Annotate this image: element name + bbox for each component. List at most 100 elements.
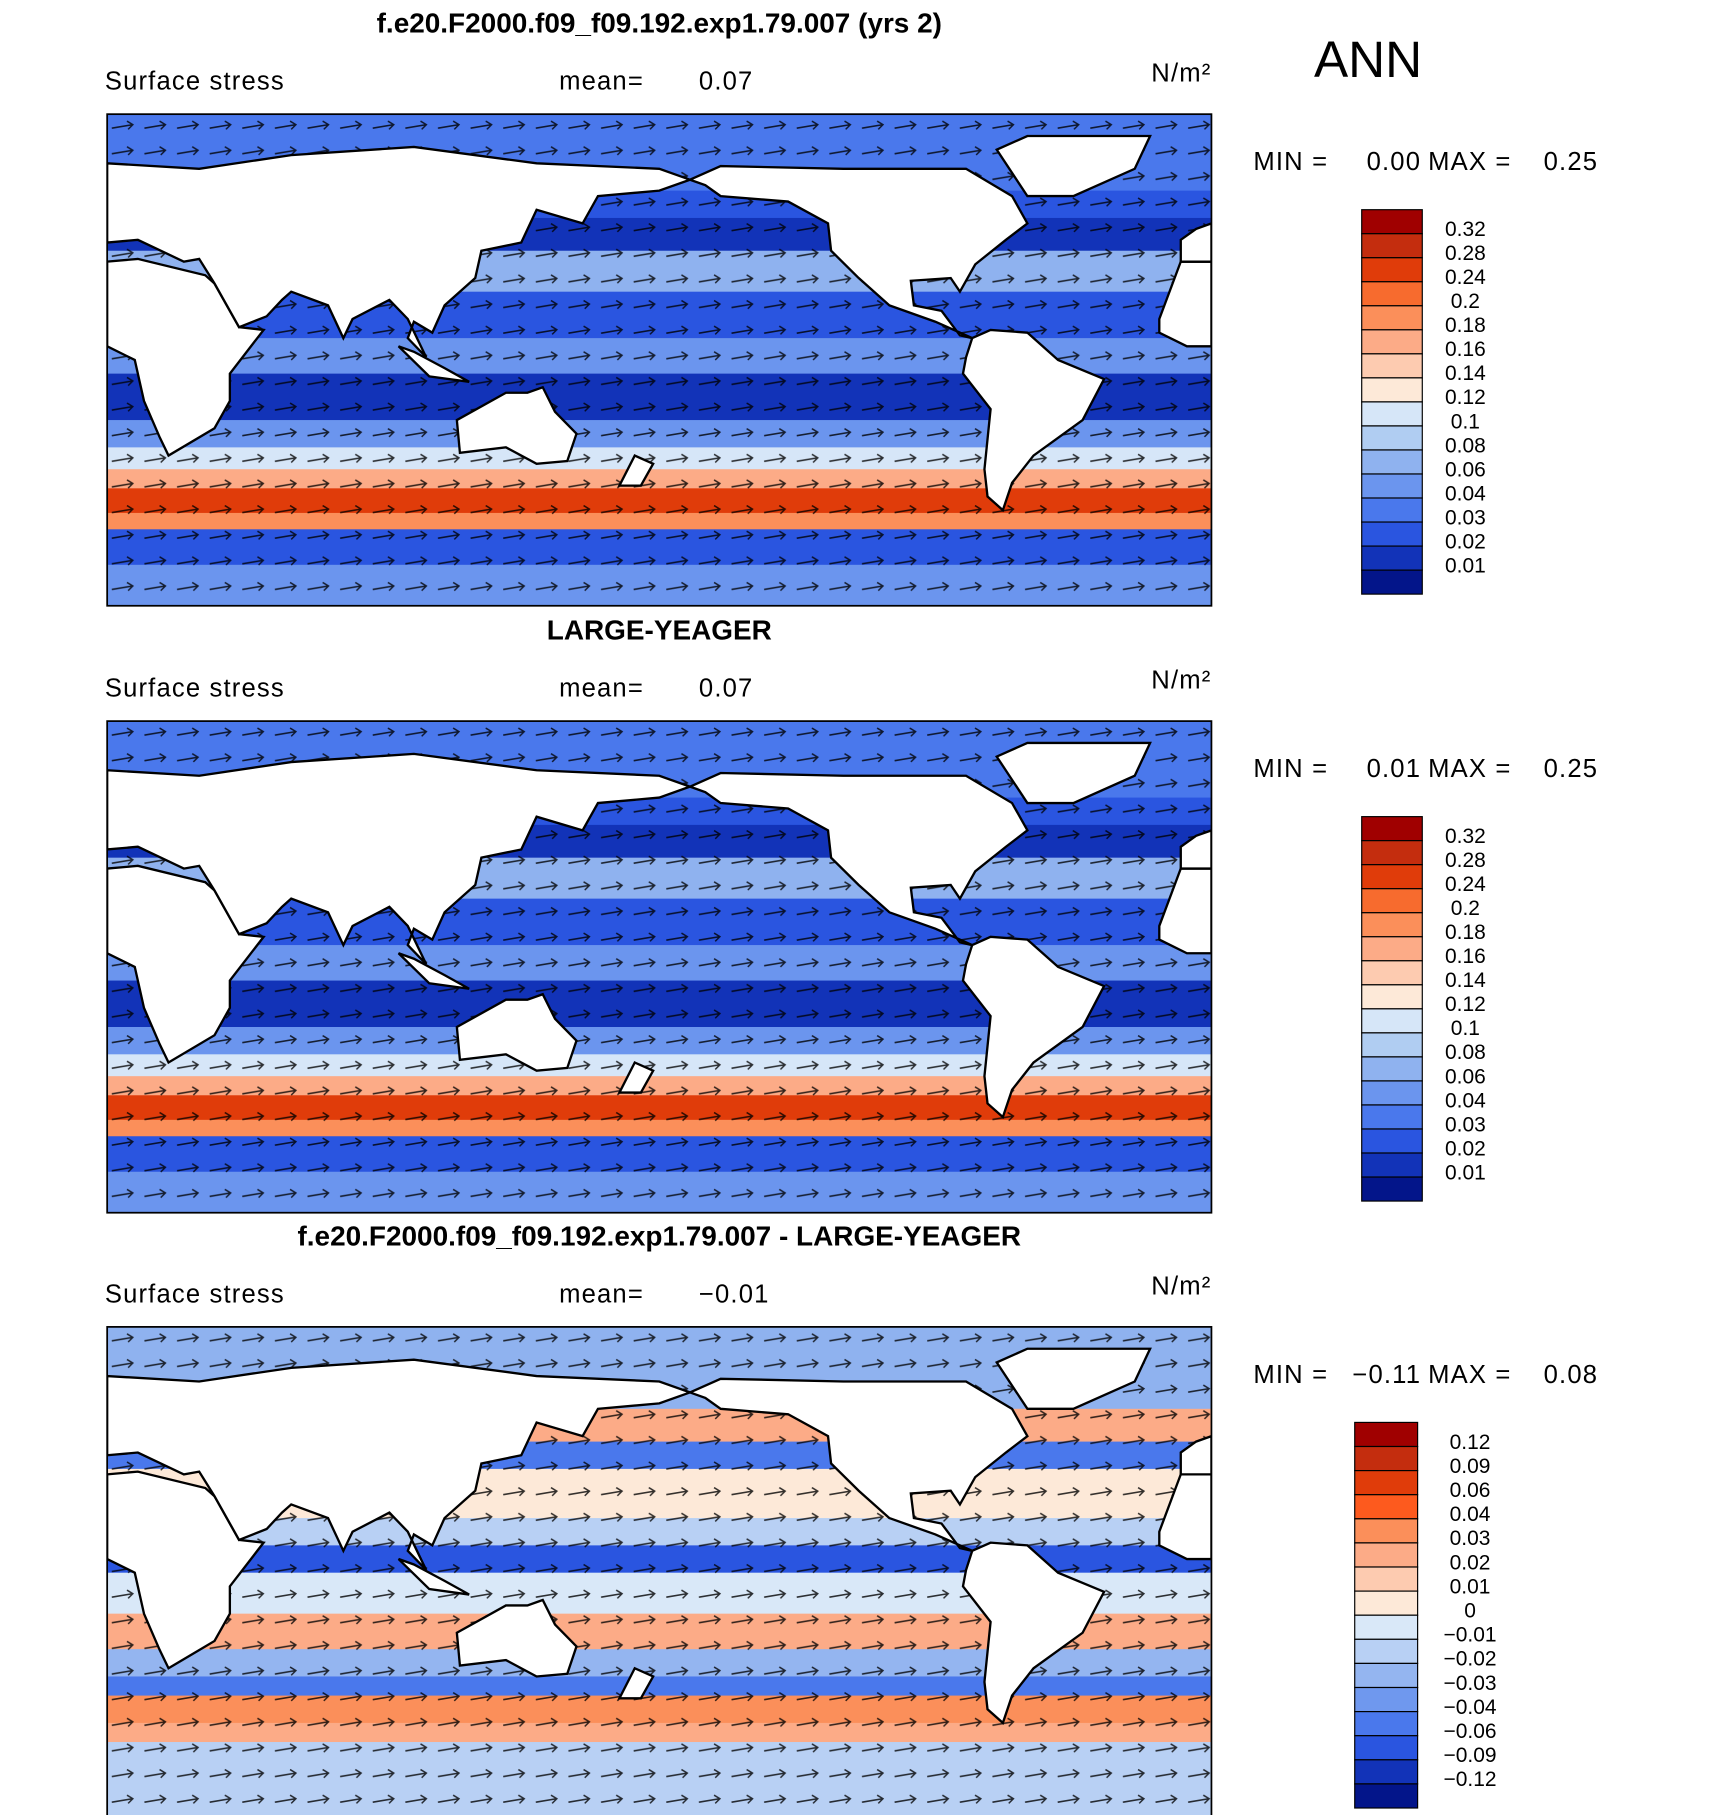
colorbar-label: 0.01 [1445,1161,1486,1184]
units: N/m² [1151,1272,1211,1300]
land [455,992,578,1072]
colorbar-box [1361,449,1423,475]
land [1179,1434,1212,1476]
colorbar-label: 0.2 [1451,290,1480,313]
land [617,1666,655,1700]
colorbar-box [1361,233,1423,259]
colorbar-label: −0.09 [1444,1744,1497,1767]
panel: LARGE-YEAGER Surface stress mean= 0.07 N/m² M… [105,615,1597,1214]
colorbar-box [1361,1056,1423,1082]
mean-value: 0.07 [699,675,754,703]
variable-label: Surface stress [105,68,285,96]
mean-label: mean= [559,68,644,96]
colorbar-box [1361,936,1423,962]
colorbar-box [1354,1421,1419,1448]
colorbar-label: 0.16 [1445,338,1486,361]
land [107,864,266,1065]
colorbar-box [1354,1759,1419,1785]
colorbar-label: 0.28 [1445,849,1486,872]
colorbar-box [1361,1104,1423,1130]
colorbar-label: 0.08 [1445,1041,1486,1064]
max-value: 0.25 [1544,148,1599,176]
colorbar-label: 0.1 [1451,1017,1480,1040]
map-frame [106,1326,1213,1815]
colorbar-label: 0.04 [1445,1089,1486,1112]
map-body [107,114,1212,606]
panel-title: f.e20.F2000.f09_f09.192.exp1.79.007 - LA… [298,1220,1022,1251]
colorbar-box [1361,281,1423,307]
colorbar-box [1361,401,1423,427]
map-body [107,1326,1212,1815]
land [107,1470,266,1670]
colorbar-label: 0.04 [1450,1503,1491,1526]
colorbar-label: 0.01 [1450,1575,1491,1598]
colorbar-box [1354,1470,1419,1496]
land [397,345,470,383]
map-frame [106,720,1213,1214]
colorbar-box [1354,1566,1419,1592]
colorbar-label: 0.1 [1451,410,1480,433]
colorbar-box [1354,1711,1419,1737]
colorbar-box [1361,305,1423,331]
colorbar-box [1354,1783,1419,1809]
colorbar-label: −0.06 [1444,1720,1497,1743]
colorbar-label: −0.04 [1444,1696,1497,1719]
colorbar-label: 0.01 [1445,554,1486,577]
colorbar-label: −0.03 [1444,1672,1497,1695]
min-label: MIN = [1253,1361,1328,1389]
units: N/m² [1151,666,1211,694]
colorbar-label: 0.03 [1450,1527,1491,1550]
land [617,454,655,487]
colorbar-box [1354,1638,1419,1664]
panel-title: LARGE-YEAGER [547,615,772,646]
colorbar-box [1354,1735,1419,1761]
map-body [107,721,1212,1213]
max-label: MAX = [1428,1361,1511,1389]
colorbar-box [1361,377,1423,403]
land [1179,829,1212,870]
colorbar-box [1354,1686,1419,1713]
land [961,1541,1106,1725]
map-frame [106,113,1213,607]
colorbar-label: 0.03 [1445,506,1486,529]
colorbar-label: 0.02 [1450,1551,1491,1574]
colorbar-box [1361,1152,1423,1178]
min-value: 0.00 [1367,148,1422,176]
land [107,1358,694,1571]
land [686,1377,1029,1552]
min-label: MIN = [1253,148,1328,176]
land [1179,222,1212,263]
land [455,385,578,465]
colorbar-box [1361,864,1423,890]
colorbar-label: 0.18 [1445,314,1486,337]
colorbar-box [1361,521,1423,547]
colorbar-box [1361,1008,1423,1034]
colorbar-label: 0.06 [1445,458,1486,481]
min-value: −0.11 [1352,1361,1421,1389]
colorbar-box [1354,1662,1419,1689]
land [961,328,1106,513]
variable-label: Surface stress [105,675,285,703]
land [617,1060,655,1094]
colorbar-label: 0.24 [1445,266,1486,289]
colorbar-label: 0.06 [1445,1065,1486,1088]
colorbar-label: 0.28 [1445,242,1486,265]
max-label: MAX = [1428,755,1511,783]
colorbar-label: 0.02 [1445,530,1486,553]
colorbar-label: 0.06 [1450,1479,1491,1502]
colorbar-label: 0.14 [1445,362,1486,385]
colorbar-label: 0.12 [1445,386,1486,409]
land [994,741,1152,805]
min-label: MIN = [1253,755,1328,783]
colorbar-label: −0.02 [1444,1648,1497,1671]
colorbar-label: 0.2 [1451,897,1480,920]
colorbar-label: 0.14 [1445,969,1486,992]
mean-label: mean= [559,1280,644,1308]
land [397,952,470,990]
land [994,134,1152,198]
land [107,145,694,359]
colorbar-box [1354,1590,1419,1616]
colorbar-label: −0.12 [1444,1768,1497,1791]
colorbar-label: 0.09 [1450,1455,1491,1478]
